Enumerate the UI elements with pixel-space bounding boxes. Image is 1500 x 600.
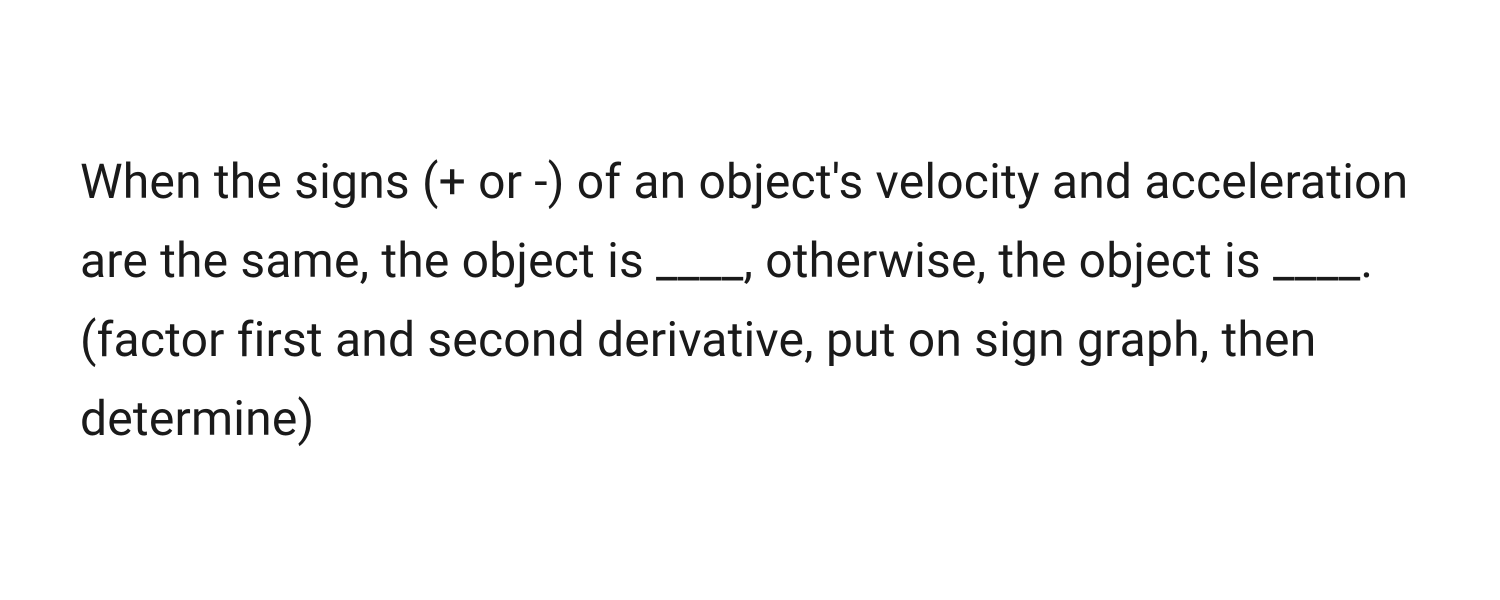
question-text: When the signs (+ or -) of an object's v… [80, 142, 1420, 459]
